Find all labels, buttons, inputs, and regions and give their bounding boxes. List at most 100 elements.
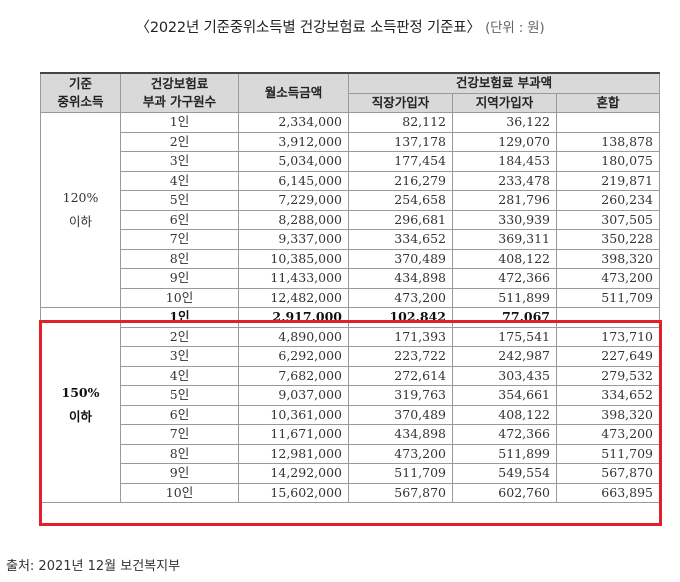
header-employee: 직장가입자 bbox=[348, 92, 453, 113]
household-count-cell: 5인 bbox=[120, 385, 239, 406]
employee-premium-cell: 272,614 bbox=[348, 365, 453, 386]
employee-premium-cell: 370,489 bbox=[348, 248, 453, 269]
median-income-group-cell: 150% 이하 bbox=[40, 307, 121, 503]
mixed-premium-cell: 279,532 bbox=[556, 365, 660, 386]
regional-premium-cell: 369,311 bbox=[452, 229, 557, 250]
household-count-cell: 2인 bbox=[120, 131, 239, 152]
median-income-group-label: 120% bbox=[62, 190, 99, 205]
mixed-premium-cell bbox=[556, 307, 660, 328]
table-body: 120% 이하 1인 2,334,000 82,112 36,122 2인 3,912,000… bbox=[40, 112, 660, 503]
household-count-cell: 2인 bbox=[120, 326, 239, 347]
employee-premium-cell: 171,393 bbox=[348, 326, 453, 347]
household-count-cell: 9인 bbox=[120, 268, 239, 289]
table-row: 5인 7,229,000 254,658 281,796 260,234 bbox=[41, 190, 660, 211]
regional-premium-cell: 408,122 bbox=[452, 248, 557, 269]
regional-premium-cell: 281,796 bbox=[452, 190, 557, 211]
table-row: 4인 7,682,000 272,614 303,435 279,532 bbox=[41, 365, 660, 386]
mixed-premium-cell: 219,871 bbox=[556, 170, 660, 191]
household-count-cell: 9인 bbox=[120, 463, 239, 484]
median-income-group-label: 150% bbox=[61, 385, 100, 400]
monthly-income-cell: 2,334,000 bbox=[238, 112, 349, 133]
monthly-income-cell: 9,037,000 bbox=[238, 385, 349, 406]
monthly-income-cell: 4,890,000 bbox=[238, 326, 349, 347]
regional-premium-cell: 472,366 bbox=[452, 268, 557, 289]
employee-premium-cell: 473,200 bbox=[348, 443, 453, 464]
monthly-income-cell: 12,482,000 bbox=[238, 287, 349, 308]
table-row: 7인 9,337,000 334,652 369,311 350,228 bbox=[41, 229, 660, 250]
household-count-cell: 7인 bbox=[120, 229, 239, 250]
household-count-cell: 10인 bbox=[120, 482, 239, 503]
mixed-premium-cell: 567,870 bbox=[556, 463, 660, 484]
monthly-income-cell: 14,292,000 bbox=[238, 463, 349, 484]
table-row: 6인 10,361,000 370,489 408,122 398,320 bbox=[41, 404, 660, 425]
regional-premium-cell: 184,453 bbox=[452, 151, 557, 172]
monthly-income-cell: 7,229,000 bbox=[238, 190, 349, 211]
monthly-income-cell: 6,145,000 bbox=[238, 170, 349, 191]
monthly-income-cell: 11,671,000 bbox=[238, 424, 349, 445]
household-count-cell: 1인 bbox=[120, 112, 239, 133]
employee-premium-cell: 296,681 bbox=[348, 209, 453, 230]
table-row: 4인 6,145,000 216,279 233,478 219,871 bbox=[41, 170, 660, 191]
regional-premium-cell: 472,366 bbox=[452, 424, 557, 445]
regional-premium-cell: 129,070 bbox=[452, 131, 557, 152]
table-row: 6인 8,288,000 296,681 330,939 307,505 bbox=[41, 209, 660, 230]
header-median-income-line1: 기준 bbox=[68, 76, 92, 91]
mixed-premium-cell: 260,234 bbox=[556, 190, 660, 211]
table-row: 5인 9,037,000 319,763 354,661 334,652 bbox=[41, 385, 660, 406]
monthly-income-cell: 2,917,000 bbox=[238, 307, 349, 328]
monthly-income-cell: 5,034,000 bbox=[238, 151, 349, 172]
mixed-premium-cell: 511,709 bbox=[556, 443, 660, 464]
employee-premium-cell: 254,658 bbox=[348, 190, 453, 211]
employee-premium-cell: 177,454 bbox=[348, 151, 453, 172]
employee-premium-cell: 434,898 bbox=[348, 424, 453, 445]
household-count-cell: 4인 bbox=[120, 170, 239, 191]
table-row: 3인 6,292,000 223,722 242,987 227,649 bbox=[41, 346, 660, 367]
employee-premium-cell: 102,842 bbox=[348, 307, 453, 328]
regional-premium-cell: 511,899 bbox=[452, 443, 557, 464]
header-household-line2: 부과 가구원수 bbox=[142, 94, 217, 109]
mixed-premium-cell: 473,200 bbox=[556, 424, 660, 445]
header-household-line1: 건강보험료 bbox=[150, 76, 209, 91]
employee-premium-cell: 511,709 bbox=[348, 463, 453, 484]
regional-premium-cell: 408,122 bbox=[452, 404, 557, 425]
household-count-cell: 7인 bbox=[120, 424, 239, 445]
table-row: 120% 이하 1인 2,334,000 82,112 36,122 bbox=[40, 112, 660, 308]
mixed-premium-cell: 350,228 bbox=[556, 229, 660, 250]
median-income-group-label: 이하 bbox=[68, 409, 92, 424]
household-count-cell: 6인 bbox=[120, 404, 239, 425]
household-count-cell: 3인 bbox=[120, 151, 239, 172]
table-title: 〈2022년 기준중위소득별 건강보험료 소득판정 기준표〉 (단위 : 원) bbox=[0, 16, 680, 37]
employee-premium-cell: 473,200 bbox=[348, 287, 453, 308]
header-premium: 건강보험료 부과액 bbox=[348, 72, 660, 94]
table-row: 3인 5,034,000 177,454 184,453 180,075 bbox=[41, 151, 660, 172]
regional-premium-cell: 77,067 bbox=[452, 307, 557, 328]
regional-premium-cell: 602,760 bbox=[452, 482, 557, 503]
employee-premium-cell: 216,279 bbox=[348, 170, 453, 191]
mixed-premium-cell: 398,320 bbox=[556, 404, 660, 425]
table-row: 10인 15,602,000 567,870 602,760 663,895 bbox=[41, 482, 660, 503]
table-row: 9인 11,433,000 434,898 472,366 473,200 bbox=[41, 268, 660, 289]
median-income-group-cell: 120% 이하 bbox=[40, 112, 121, 308]
regional-premium-cell: 549,554 bbox=[452, 463, 557, 484]
table-row: 2인 4,890,000 171,393 175,541 173,710 bbox=[41, 326, 660, 347]
household-count-cell: 10인 bbox=[120, 287, 239, 308]
mixed-premium-cell: 180,075 bbox=[556, 151, 660, 172]
mixed-premium-cell: 173,710 bbox=[556, 326, 660, 347]
mixed-premium-cell: 663,895 bbox=[556, 482, 660, 503]
employee-premium-cell: 82,112 bbox=[348, 112, 453, 133]
unit-label: (단위 : 원) bbox=[485, 20, 545, 36]
household-count-cell: 1인 bbox=[120, 307, 239, 328]
table-row: 9인 14,292,000 511,709 549,554 567,870 bbox=[41, 463, 660, 484]
median-income-group-label: 이하 bbox=[68, 214, 92, 229]
monthly-income-cell: 12,981,000 bbox=[238, 443, 349, 464]
monthly-income-cell: 3,912,000 bbox=[238, 131, 349, 152]
monthly-income-cell: 15,602,000 bbox=[238, 482, 349, 503]
table-title-text: 〈2022년 기준중위소득별 건강보험료 소득판정 기준표〉 bbox=[135, 20, 481, 36]
household-count-cell: 5인 bbox=[120, 190, 239, 211]
monthly-income-cell: 11,433,000 bbox=[238, 268, 349, 289]
mixed-premium-cell: 334,652 bbox=[556, 385, 660, 406]
household-count-cell: 3인 bbox=[120, 346, 239, 367]
table-row: 7인 11,671,000 434,898 472,366 473,200 bbox=[41, 424, 660, 445]
employee-premium-cell: 370,489 bbox=[348, 404, 453, 425]
table-row: 10인 12,482,000 473,200 511,899 511,709 bbox=[41, 287, 660, 308]
